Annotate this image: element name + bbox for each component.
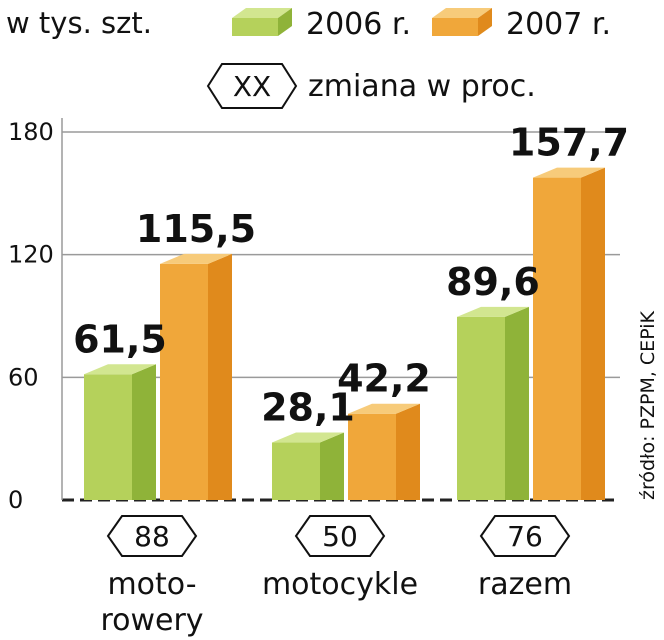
bar [457,306,529,500]
bar-front [348,413,396,500]
bar-front [457,316,505,500]
y-tick-label: 120 [8,241,54,269]
legend: w tys. szt. 2006 r. 2007 r. XX zmiana w pro… [6,6,611,109]
bar-top [272,432,344,443]
labels-layer: 61,5 115,5 88 moto-rowery 28,142,2 50 motocykl… [73,121,629,638]
source-note: źródło: PZPM, CEPiK [637,310,659,500]
unit-label: w tys. szt. [6,6,152,40]
data-label: 89,6 [446,260,540,304]
data-label: 115,5 [136,207,256,251]
bar-top [348,403,420,414]
bar [272,432,344,500]
legend-label: 2007 r. [506,7,611,42]
y-tick-label: 0 [8,486,23,514]
bar-side [132,364,156,500]
change-value: 76 [507,520,543,553]
change-value: 88 [134,520,170,553]
bar-side [320,432,344,500]
bar-side [396,403,420,500]
change-badge [479,515,571,557]
bar-front [272,442,320,500]
bar-side [505,306,529,500]
bars-layer [84,167,605,500]
data-label: 42,2 [337,357,431,401]
category-label: razem [478,567,572,602]
category-label: rowery [100,603,203,638]
y-tick-label: 180 [8,118,54,146]
data-label: 61,5 [73,317,167,361]
change-legend-badge [206,63,298,109]
change-legend-label: zmiana w proc. [308,69,536,104]
bar-front [533,177,581,500]
y-tick-label: 60 [8,363,39,391]
bar-front [160,263,208,500]
bar [160,253,232,500]
bar [348,403,420,500]
bar-front [84,374,132,500]
change-value: 50 [322,520,358,553]
change-legend-symbol: XX [233,70,271,103]
bar [84,364,156,500]
legend-swatch [432,8,492,36]
change-badge [106,515,198,557]
category-label: moto- [107,567,196,602]
category-label: motocykle [262,567,418,602]
bar-top [457,306,529,317]
data-label: 28,1 [261,386,355,430]
bar-top [84,364,156,375]
legend-label: 2006 r. [306,7,411,42]
bar-side [581,167,605,500]
bar [533,167,605,500]
legend-swatch [232,8,292,36]
change-badge [294,515,386,557]
bar-top [160,253,232,264]
bar-top [533,167,605,178]
data-label: 157,7 [509,121,629,165]
bar-side [208,253,232,500]
